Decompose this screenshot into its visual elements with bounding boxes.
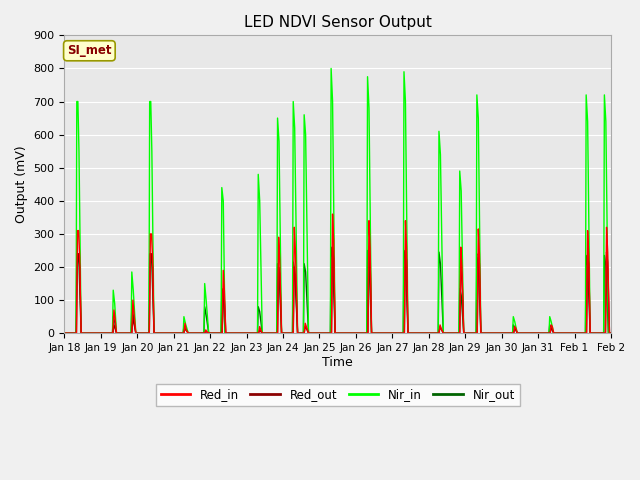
Nir_out — [327, 244, 335, 250]
X-axis label: Time: Time — [323, 356, 353, 369]
Line: Nir_out: Nir_out — [65, 247, 611, 333]
Nir_in — [300, 330, 307, 336]
Red_in — [61, 330, 68, 336]
Red_out — [300, 330, 308, 336]
Nir_in — [201, 281, 209, 287]
Nir_in — [364, 74, 371, 80]
Y-axis label: Output (mV): Output (mV) — [15, 145, 28, 223]
Nir_out — [364, 248, 371, 253]
Red_out — [203, 329, 211, 335]
Title: LED NDVI Sensor Output: LED NDVI Sensor Output — [244, 15, 431, 30]
Nir_in — [61, 330, 68, 336]
Nir_in — [73, 99, 81, 105]
Red_in — [300, 330, 308, 336]
Nir_in — [202, 297, 210, 303]
Nir_in — [327, 66, 335, 72]
Red_out — [329, 244, 337, 250]
Line: Red_out: Red_out — [65, 247, 611, 333]
Nir_in — [586, 330, 594, 336]
Legend: Red_in, Red_out, Nir_in, Nir_out: Red_in, Red_out, Nir_in, Nir_out — [156, 384, 520, 406]
Line: Nir_in: Nir_in — [65, 69, 611, 333]
Nir_out — [300, 330, 307, 336]
Red_in — [203, 329, 211, 335]
Nir_out — [586, 330, 594, 336]
Nir_in — [607, 330, 615, 336]
Red_in — [329, 211, 337, 217]
Red_out — [61, 330, 68, 336]
Red_in — [74, 228, 81, 233]
Red_in — [607, 330, 615, 336]
Red_out — [74, 251, 81, 257]
Nir_out — [607, 330, 615, 336]
Nir_out — [73, 251, 81, 257]
Nir_out — [61, 330, 68, 336]
Text: SI_met: SI_met — [67, 44, 111, 57]
Nir_out — [201, 304, 209, 310]
Red_out — [365, 248, 373, 253]
Line: Red_in: Red_in — [65, 214, 611, 333]
Red_in — [586, 330, 594, 336]
Red_out — [586, 330, 594, 336]
Red_out — [607, 330, 615, 336]
Red_out — [202, 329, 210, 335]
Red_in — [365, 218, 373, 224]
Red_in — [202, 327, 210, 333]
Nir_out — [202, 312, 210, 318]
